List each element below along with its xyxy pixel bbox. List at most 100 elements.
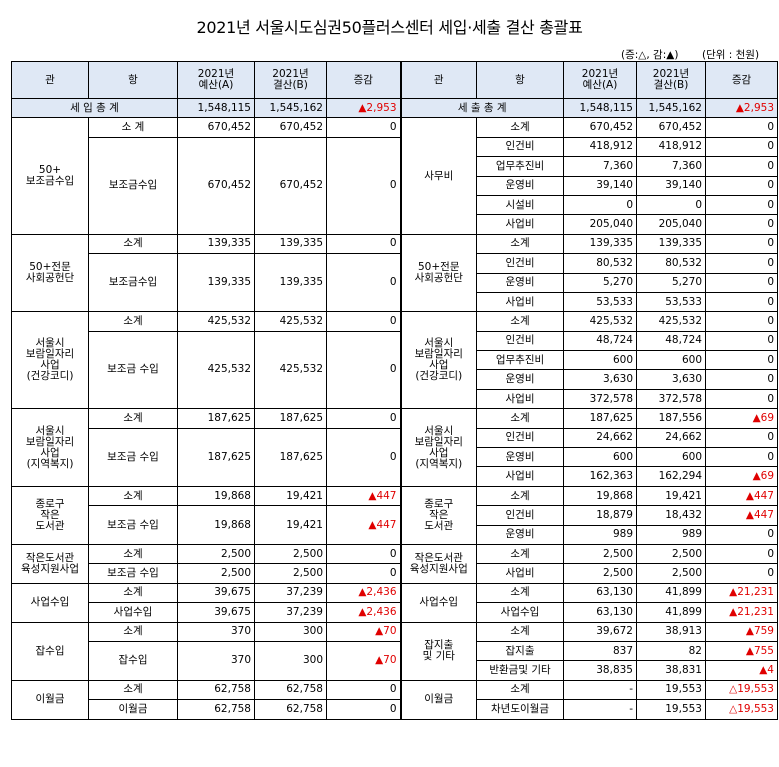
- revenue-gwan: 종로구 작은 도서관: [11, 485, 89, 545]
- revenue-gwan: 작은도서관 육성지원사업: [11, 543, 89, 584]
- revenue-gwan: 50+ 보조금수입: [11, 117, 89, 235]
- expense-diff: 0: [705, 175, 778, 196]
- revenue-budget: 670,452: [177, 117, 255, 138]
- expense-settle: 7,360: [636, 156, 706, 177]
- header-budget: 2021년 예산(A): [177, 61, 255, 99]
- expense-budget: 80,532: [563, 253, 637, 274]
- expense-gwan: 종로구 작은 도서관: [399, 485, 477, 545]
- table-row: 운영비 989 989 0: [12, 524, 778, 545]
- expense-budget: 53,533: [563, 291, 637, 313]
- revenue-settle: 670,452: [254, 117, 327, 138]
- revenue-diff: 0: [326, 543, 401, 565]
- expense-hang: 시설비: [476, 194, 564, 216]
- revenue-gwan: 이월금: [11, 679, 89, 720]
- expense-settle: 418,912: [636, 136, 706, 158]
- table-row: 사업수입 소계 39,675 37,239 ▲2,436 사업수입 소계 63,130 41,8…: [11, 582, 778, 623]
- revenue-settle: 19,421: [254, 505, 327, 545]
- revenue-diff: 0: [326, 311, 401, 332]
- revenue-settle: 425,532: [254, 311, 327, 332]
- revenue-settle: 425,532: [254, 330, 327, 410]
- expense-budget: -: [563, 699, 637, 720]
- expense-total-budget: 1,548,115: [563, 97, 637, 119]
- expense-hang: 운영비: [476, 369, 564, 390]
- revenue-diff: 0: [326, 427, 401, 487]
- expense-budget: 600: [563, 447, 637, 468]
- expense-budget: 38,835: [563, 660, 637, 681]
- totals-row: 세 입 총 계 1,548,115 1,545,162 ▲2,953 세 출 총 계 1,…: [11, 97, 778, 119]
- table-row: 보조금수입 670,452 670,452 0 인건비 418,912 418,912 0: [12, 136, 778, 235]
- expense-hang: 반환금및 기타: [476, 660, 564, 681]
- expense-settle: 19,553: [636, 699, 706, 720]
- revenue-diff: 0: [326, 233, 401, 255]
- expense-settle: 425,532: [636, 311, 706, 332]
- expense-settle: 3,630: [636, 369, 706, 390]
- table-row: 시설비 0 0 0: [12, 194, 778, 216]
- expense-settle: 80,532: [636, 253, 706, 274]
- revenue-diff: ▲2,436: [326, 602, 401, 623]
- expense-settle: 205,040: [636, 214, 706, 235]
- revenue-budget: 2,500: [177, 563, 255, 584]
- revenue-settle: 300: [254, 621, 327, 642]
- revenue-budget: 139,335: [177, 253, 255, 313]
- expense-settle: 19,421: [636, 485, 706, 507]
- expense-budget: 5,270: [563, 272, 637, 293]
- expense-diff: 0: [705, 330, 778, 352]
- expense-budget: 205,040: [563, 214, 637, 235]
- table-row: 사업비 205,040 205,040 0: [12, 214, 778, 235]
- revenue-hang: 보조금 수입: [88, 330, 178, 410]
- expense-diff: ▲759: [705, 621, 778, 642]
- expense-gwan: 작은도서관 육성지원사업: [399, 543, 477, 584]
- revenue-diff: 0: [326, 117, 401, 138]
- expense-diff: 0: [705, 350, 778, 371]
- revenue-settle: 2,500: [254, 563, 327, 584]
- revenue-budget: 187,625: [177, 408, 255, 429]
- table-row: 이월금 소계 62,758 62,758 0 이월금 소계 -19,553 △19,553: [11, 679, 778, 720]
- revenue-budget: 370: [177, 621, 255, 642]
- expense-settle: 139,335: [636, 233, 706, 255]
- revenue-diff: 0: [326, 330, 401, 410]
- table-row: 운영비 5,270 5,270 0: [12, 272, 778, 293]
- expense-gwan: 50+전문 사회공헌단: [399, 233, 477, 313]
- expense-budget: 7,360: [563, 156, 637, 177]
- expense-settle: 2,500: [636, 563, 706, 584]
- expense-diff: ▲69: [705, 466, 778, 487]
- expense-hang: 소계: [476, 582, 564, 604]
- expense-diff: 0: [705, 311, 778, 332]
- revenue-budget: 62,758: [177, 679, 255, 701]
- header-settle: 2021년 결산(B): [636, 61, 706, 99]
- revenue-hang: 소계: [88, 582, 178, 604]
- revenue-settle: 2,500: [254, 543, 327, 565]
- revenue-diff: ▲70: [326, 640, 401, 681]
- expense-hang: 사업비: [476, 466, 564, 487]
- revenue-settle: 187,625: [254, 427, 327, 487]
- expense-diff: ▲69: [705, 408, 778, 429]
- revenue-settle: 187,625: [254, 408, 327, 429]
- expense-budget: 418,912: [563, 136, 637, 158]
- expense-hang: 소계: [476, 233, 564, 255]
- table-row: 운영비 600 600 0: [12, 447, 778, 468]
- revenue-hang: 보조금 수입: [88, 505, 178, 545]
- table-row: 운영비 3,630 3,630 0: [12, 369, 778, 390]
- expense-budget: 139,335: [563, 233, 637, 255]
- expense-budget: 39,140: [563, 175, 637, 196]
- revenue-hang: 잡수입: [88, 640, 178, 681]
- header-hang: 항: [88, 61, 178, 99]
- expense-budget: 63,130: [563, 602, 637, 623]
- revenue-gwan: 50+전문 사회공헌단: [11, 233, 89, 313]
- settlement-table: 관 항 2021년 예산(A) 2021년 결산(B) 증감 관 항 2021년 예산(A) 2021…: [11, 61, 778, 720]
- expense-diff: 0: [705, 136, 778, 158]
- expense-hang: 사업비: [476, 214, 564, 235]
- expense-budget: 837: [563, 640, 637, 662]
- expense-budget: 3,630: [563, 369, 637, 390]
- header-settle: 2021년 결산(B): [254, 61, 327, 99]
- expense-diff: 0: [705, 369, 778, 390]
- revenue-settle: 670,452: [254, 136, 327, 235]
- expense-hang: 소계: [476, 117, 564, 138]
- table-row: 50+ 보조금수입 소 계 670,452 670,452 0 사무비 소계 670,452 67…: [11, 117, 778, 235]
- expense-diff: 0: [705, 447, 778, 468]
- unit-note: (단위 : 천원): [702, 49, 760, 61]
- table-row: 서울시 보람일자리 사업 (건강코디) 소계 425,532 425,532 0 서울시 보람일자…: [11, 311, 778, 410]
- expense-hang: 소계: [476, 679, 564, 701]
- expense-hang: 인건비: [476, 427, 564, 449]
- expense-gwan: 잡지출 및 기타: [399, 621, 477, 681]
